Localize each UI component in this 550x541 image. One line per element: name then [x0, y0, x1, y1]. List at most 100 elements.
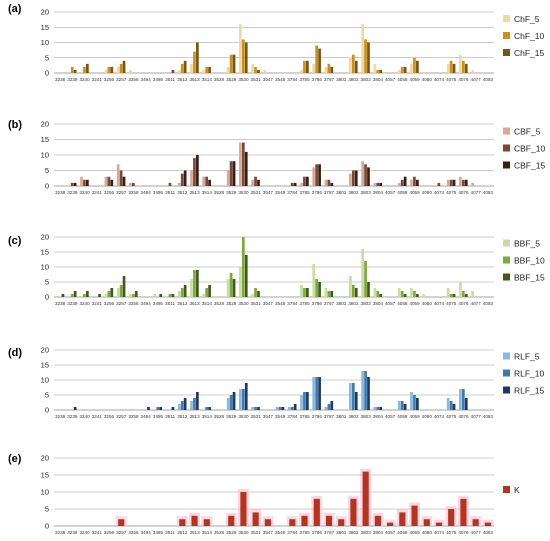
x-tick-label: 4059: [409, 414, 420, 419]
x-tick-label: 3786: [312, 414, 323, 419]
bar-cbf-5: [397, 182, 401, 186]
x-tick-label: 4057: [385, 530, 396, 535]
bar-rlf-5: [177, 404, 181, 410]
bar-bbf-5: [312, 264, 316, 297]
bar-k: [350, 498, 357, 526]
bar-cbf-10: [351, 170, 355, 186]
bar-rlf-5: [373, 407, 377, 410]
bar-k: [240, 492, 247, 526]
bar-cbf-15: [73, 182, 77, 186]
bar-chf-10: [351, 54, 355, 73]
bar-chf-5: [446, 63, 450, 73]
y-tick-label: 0: [45, 406, 49, 415]
bar-rlf-15: [464, 398, 468, 410]
bar-bbf-5: [300, 285, 303, 297]
bar-cbf-10: [193, 158, 196, 186]
bar-chf-10: [400, 66, 404, 73]
x-tick-label: 3512: [177, 190, 188, 195]
bar-cbf-15: [244, 151, 248, 186]
bar-cbf-15: [354, 170, 358, 186]
bar-chf-10: [461, 60, 465, 73]
bar-bbf-15: [403, 294, 407, 297]
bar-chf-10: [180, 63, 184, 73]
x-tick-label: 3787: [324, 414, 335, 419]
bar-cbf-5: [361, 161, 364, 186]
bar-chf-10: [364, 39, 367, 73]
bar-k: [411, 505, 418, 526]
x-tick-label: 3787: [324, 530, 335, 535]
bar-chf-10: [107, 66, 111, 73]
x-tick-label: 3258: [128, 190, 139, 195]
bar-rlf-10: [400, 401, 404, 410]
bar-cbf-15: [196, 155, 199, 186]
y-tick-label: 15: [41, 471, 49, 480]
x-tick-label: 3530: [238, 530, 249, 535]
x-tick-label: 3240: [79, 77, 90, 82]
bar-k: [118, 519, 125, 526]
bar-rlf-10: [376, 407, 380, 410]
bar-rlf-15: [452, 404, 456, 410]
bar-bbf-10: [193, 270, 196, 297]
bar-rlf-5: [459, 389, 462, 410]
bar-bbf-10: [351, 285, 355, 297]
y-tick-label: 5: [45, 166, 49, 175]
y-tick-label: 0: [45, 522, 49, 531]
bar-cbf-15: [452, 179, 456, 186]
bar-cbf-10: [364, 164, 367, 186]
x-tick-label: 3802: [348, 190, 359, 195]
bar-chf-5: [459, 54, 462, 73]
bar-k: [399, 512, 406, 526]
x-tick-label: 3801: [336, 530, 347, 535]
panel-label: (d): [8, 347, 22, 359]
legend-swatch: [503, 352, 510, 360]
bar-k: [362, 471, 369, 526]
bar-rlf-15: [330, 401, 334, 410]
x-tick-label: 4093: [483, 530, 494, 535]
x-tick-label: 3495: [153, 77, 164, 82]
x-tick-label: 3241: [92, 77, 103, 82]
x-tick-label: 3784: [287, 77, 298, 82]
bar-bbf-5: [153, 294, 157, 297]
legend-swatch: [503, 239, 510, 247]
bar-cbf-5: [312, 167, 316, 186]
bar-cbf-5: [251, 179, 254, 186]
bar-bbf-15: [208, 285, 211, 297]
bar-chf-15: [232, 54, 236, 73]
bar-bbf-15: [318, 282, 321, 297]
bar-bbf-10: [461, 291, 465, 297]
bar-cbf-10: [400, 179, 404, 186]
x-tick-label: 4057: [385, 301, 396, 306]
x-tick-label: 3528: [214, 530, 225, 535]
bar-bbf-10: [413, 291, 416, 297]
bar-bbf-10: [254, 288, 257, 297]
bar-k: [374, 515, 381, 526]
x-tick-label: 3531: [251, 530, 262, 535]
bar-chf-15: [196, 42, 199, 73]
bar-cbf-15: [293, 182, 297, 186]
x-tick-label: 3511: [165, 530, 175, 535]
bar-rlf-10: [180, 401, 184, 410]
bar-bbf-15: [330, 291, 334, 297]
bar-bbf-15: [122, 276, 126, 297]
x-tick-label: 4093: [483, 414, 494, 419]
bar-bbf-10: [364, 261, 367, 297]
x-tick-label: 3548: [275, 530, 286, 535]
bar-chf-15: [110, 66, 114, 73]
bar-bbf-10: [229, 273, 233, 297]
x-tick-label: 3530: [238, 190, 249, 195]
x-tick-label: 4074: [434, 77, 445, 82]
x-tick-label: 3494: [141, 301, 152, 306]
x-tick-label: 3257: [116, 301, 127, 306]
bar-bbf-5: [116, 288, 120, 297]
bar-cbf-15: [86, 179, 89, 186]
bar-cbf-15: [403, 176, 407, 186]
x-tick-label: 4076: [458, 414, 469, 419]
x-tick-label: 4075: [446, 190, 457, 195]
bar-rlf-10: [449, 401, 453, 410]
bar-chf-15: [306, 60, 309, 73]
legend-swatch: [503, 32, 510, 39]
x-tick-label: 3801: [336, 414, 347, 419]
bar-bbf-5: [459, 282, 462, 297]
panel-label: (e): [8, 453, 22, 465]
x-tick-label: 3803: [361, 77, 372, 82]
